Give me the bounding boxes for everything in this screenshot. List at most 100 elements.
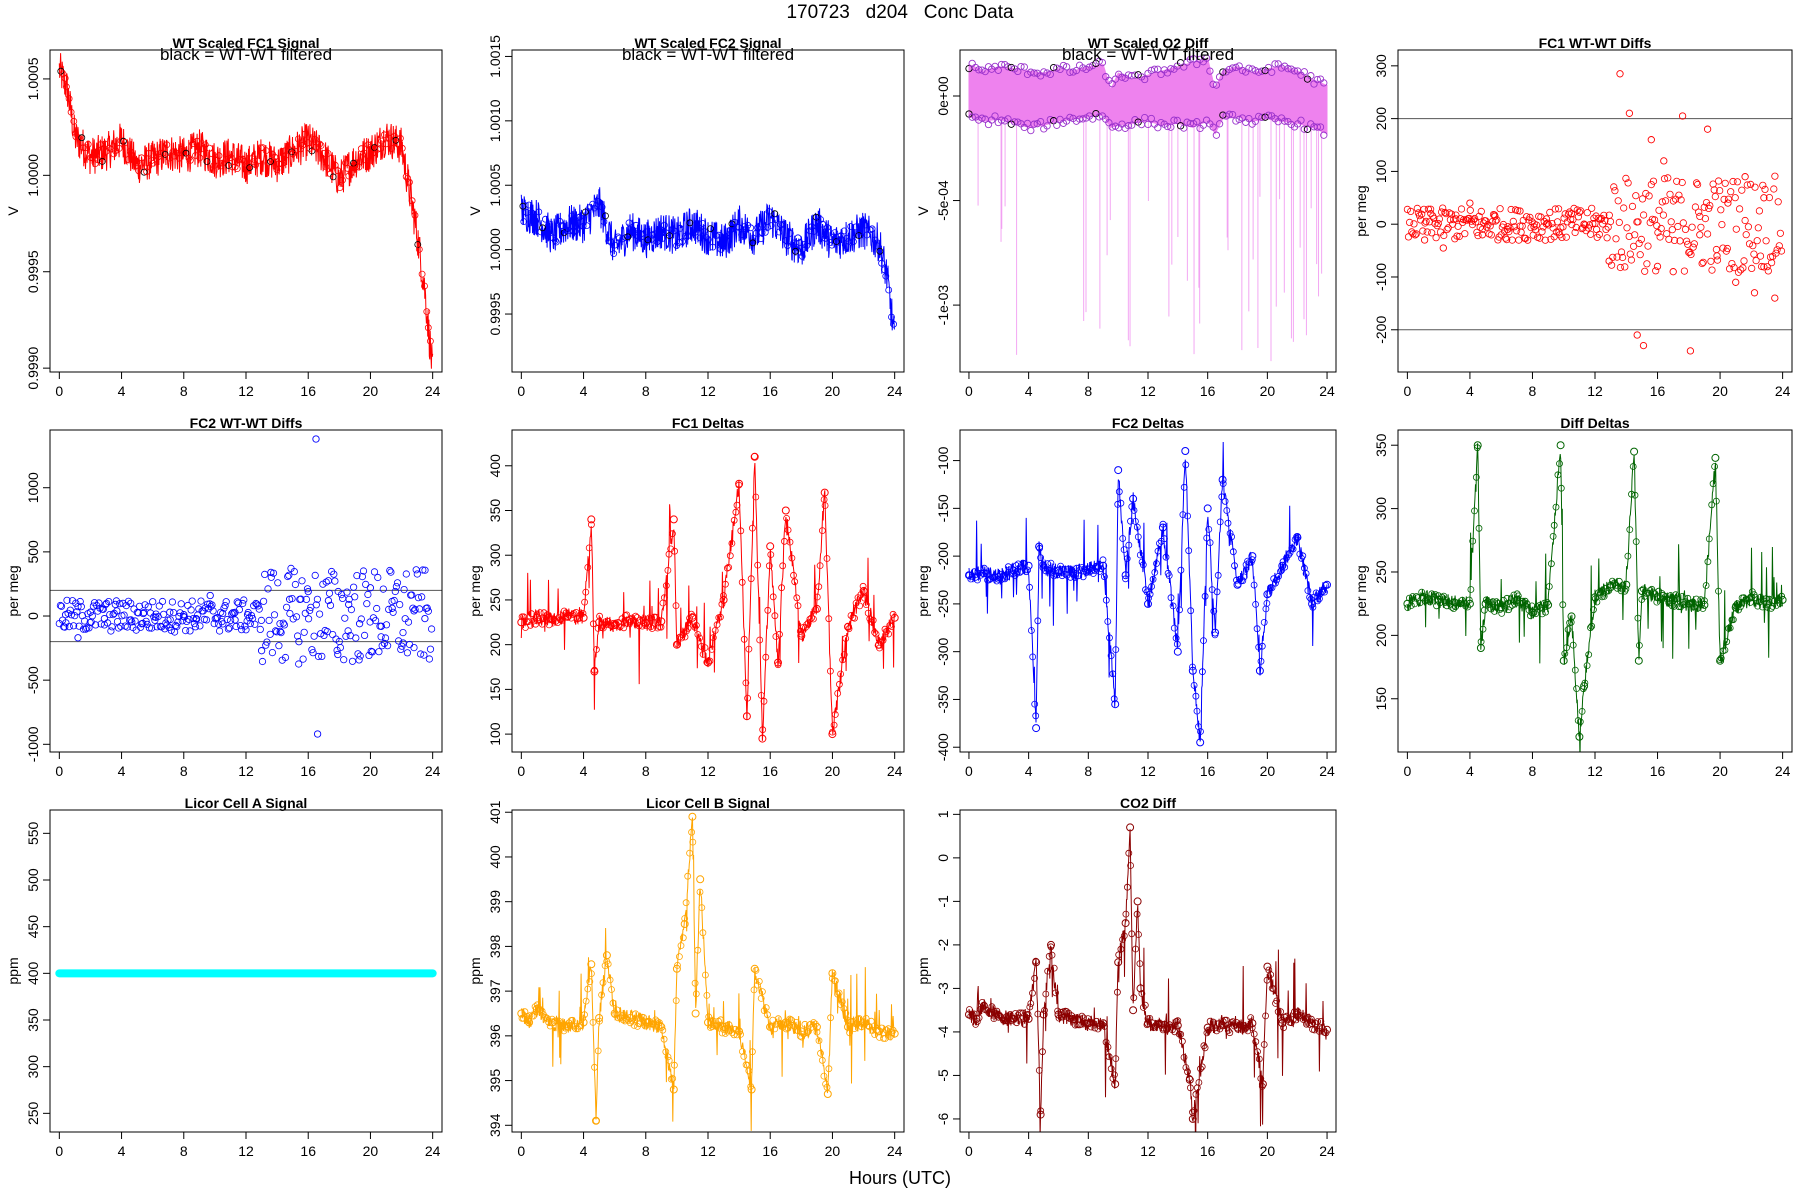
- y-tick-label: -1e-03: [935, 285, 951, 326]
- data-point: [1167, 123, 1175, 131]
- data-point: [1553, 218, 1562, 226]
- data-point: [1309, 603, 1317, 611]
- data-point: [1252, 601, 1259, 608]
- data-point: [1422, 217, 1430, 225]
- data-point: [1300, 68, 1308, 76]
- data-point: [1203, 534, 1211, 542]
- data-point: [1089, 115, 1097, 123]
- data-point: [1644, 242, 1652, 250]
- data-point: [269, 569, 278, 577]
- data-point: [1528, 608, 1537, 617]
- data-point: [738, 231, 745, 239]
- data-point: [1224, 1027, 1232, 1034]
- x-tick-label: 8: [180, 763, 188, 779]
- data-point: [1211, 628, 1220, 637]
- data-point: [1621, 263, 1629, 271]
- data-point: [1236, 1021, 1243, 1029]
- x-tick-label: 0: [517, 383, 525, 399]
- data-point: [1209, 123, 1217, 131]
- data-point: [281, 653, 290, 662]
- data-point: [672, 640, 681, 649]
- data-point: [166, 616, 174, 624]
- data-point: [65, 95, 73, 103]
- data-point: [310, 632, 318, 640]
- data-point: [1726, 624, 1734, 632]
- data-point: [568, 212, 576, 220]
- data-point: [589, 1019, 597, 1026]
- data-point: [525, 1018, 534, 1027]
- data-point: [1135, 931, 1142, 938]
- data-point: [1245, 64, 1253, 72]
- data-point: [1193, 118, 1201, 126]
- data-point: [1258, 1080, 1267, 1089]
- data-point: [812, 1022, 821, 1031]
- data-point: [1153, 560, 1160, 567]
- data-point: [823, 1090, 832, 1098]
- data-point: [288, 594, 296, 603]
- data-point: [525, 618, 532, 625]
- data-point: [95, 599, 103, 607]
- data-point: [1193, 60, 1201, 69]
- x-tick-label: 0: [517, 1143, 525, 1159]
- data-point: [391, 587, 399, 596]
- data-point: [1196, 738, 1205, 747]
- data-point: [182, 149, 190, 157]
- data-point: [771, 612, 779, 620]
- figure-xlabel: Hours (UTC): [849, 1168, 951, 1188]
- data-point: [986, 1010, 994, 1018]
- data-point: [1567, 215, 1575, 224]
- data-point: [1024, 1010, 1032, 1018]
- data-point: [1046, 115, 1054, 124]
- data-point: [1079, 115, 1087, 123]
- y-tick-label: 400: [25, 961, 41, 985]
- data-point: [1184, 512, 1191, 520]
- data-point: [1130, 994, 1138, 1002]
- data-point: [688, 613, 697, 622]
- data-point: [99, 605, 107, 613]
- data-point: [1040, 68, 1048, 76]
- data-point: [66, 606, 74, 614]
- data-point: [1683, 237, 1691, 245]
- data-point: [1537, 604, 1544, 611]
- data-point: [552, 238, 560, 246]
- data-point: [73, 608, 81, 616]
- data-point: [106, 610, 114, 619]
- data-point: [1099, 1021, 1106, 1029]
- y-tick-label: 350: [25, 1008, 41, 1032]
- data-point: [265, 616, 273, 625]
- data-point: [374, 573, 382, 582]
- data-point: [730, 516, 738, 524]
- data-point: [82, 625, 90, 633]
- data-point: [979, 569, 988, 578]
- data-point: [1156, 540, 1163, 547]
- data-point: [1029, 653, 1037, 661]
- data-point: [1254, 1048, 1261, 1055]
- data-point: [1432, 234, 1440, 242]
- data-point: [1069, 569, 1078, 578]
- data-point: [1264, 111, 1273, 119]
- data-point: [1042, 990, 1050, 998]
- data-point: [322, 578, 330, 586]
- data-point: [677, 942, 685, 949]
- data-point: [1761, 185, 1769, 193]
- data-point: [984, 120, 993, 129]
- data-point: [1638, 195, 1647, 203]
- x-tick-label: 4: [118, 383, 126, 399]
- data-point: [651, 230, 659, 238]
- data-point: [794, 234, 802, 242]
- data-point: [1674, 222, 1682, 231]
- data-point: [1292, 1016, 1300, 1024]
- data-point: [186, 627, 194, 635]
- data-point: [1273, 576, 1281, 584]
- data-point: [317, 142, 325, 149]
- data-point: [859, 218, 867, 226]
- data-point: [707, 225, 714, 233]
- data-point: [1729, 177, 1737, 186]
- data-point: [1006, 566, 1014, 574]
- data-point: [517, 618, 526, 627]
- data-point: [140, 168, 148, 176]
- data-point: [584, 564, 592, 571]
- data-point: [359, 567, 368, 575]
- data-point: [1406, 218, 1414, 226]
- data-point: [1216, 518, 1224, 526]
